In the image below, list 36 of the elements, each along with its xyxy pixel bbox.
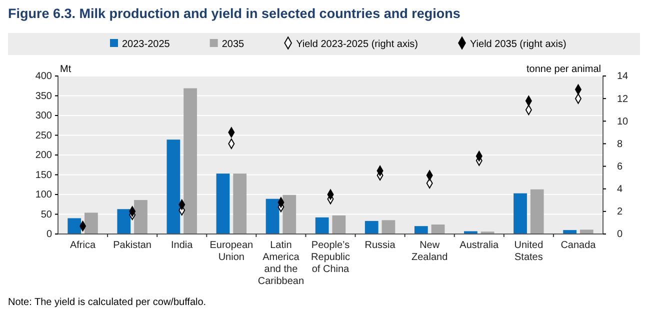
y2-axis-title: tonne per animal: [526, 64, 601, 75]
x-tick-label: Russia: [364, 240, 396, 251]
y2-tick-label: 0: [617, 229, 623, 240]
y-tick-label: 350: [35, 90, 52, 102]
y-tick-label: 0: [46, 229, 52, 240]
y2-tick-label: 12: [617, 94, 629, 105]
y2-tick-label: 14: [617, 71, 629, 82]
legend-label: 2035: [222, 39, 245, 50]
y2-tick-label: 4: [617, 184, 623, 196]
x-tick-label: Pakistan: [113, 240, 152, 251]
x-tick-label: Africa: [70, 240, 96, 251]
x-tick-label: People’s Republic of China: [311, 240, 350, 275]
x-tick-label: India: [171, 240, 194, 251]
y-tick-label: 300: [35, 110, 52, 122]
y-tick-label: 250: [35, 130, 52, 142]
legend-label: Yield 2023-2025 (right axis): [296, 39, 418, 50]
legend-label: Yield 2035 (right axis): [470, 39, 566, 50]
y2-tick-label: 10: [617, 116, 629, 128]
x-tick-label: New Zealand: [412, 240, 448, 263]
y2-tick-label: 8: [617, 138, 623, 150]
y-tick-label: 200: [35, 150, 52, 162]
x-tick-label: Canada: [560, 240, 596, 251]
y-axis-title: Mt: [60, 64, 72, 75]
chart-title: Figure 6.3. Milk production and yield in selected countries and regions: [8, 6, 460, 21]
y-tick-label: 50: [40, 209, 52, 220]
y-tick-label: 400: [35, 71, 52, 82]
y2-tick-label: 2: [617, 206, 623, 218]
x-tick-label: United States: [514, 240, 544, 263]
y-tick-label: 150: [35, 170, 52, 181]
x-tick-label: Latin America and the Caribbean: [258, 240, 304, 287]
y2-tick-label: 6: [617, 161, 623, 172]
text: Note: The yield is calculated per cow/buffalo.: [8, 297, 206, 308]
legend-label: 2023-2025: [122, 39, 170, 50]
y-tick-label: 100: [35, 190, 52, 201]
x-tick-label: European Union: [210, 240, 254, 263]
x-tick-label: Australia: [460, 240, 500, 251]
